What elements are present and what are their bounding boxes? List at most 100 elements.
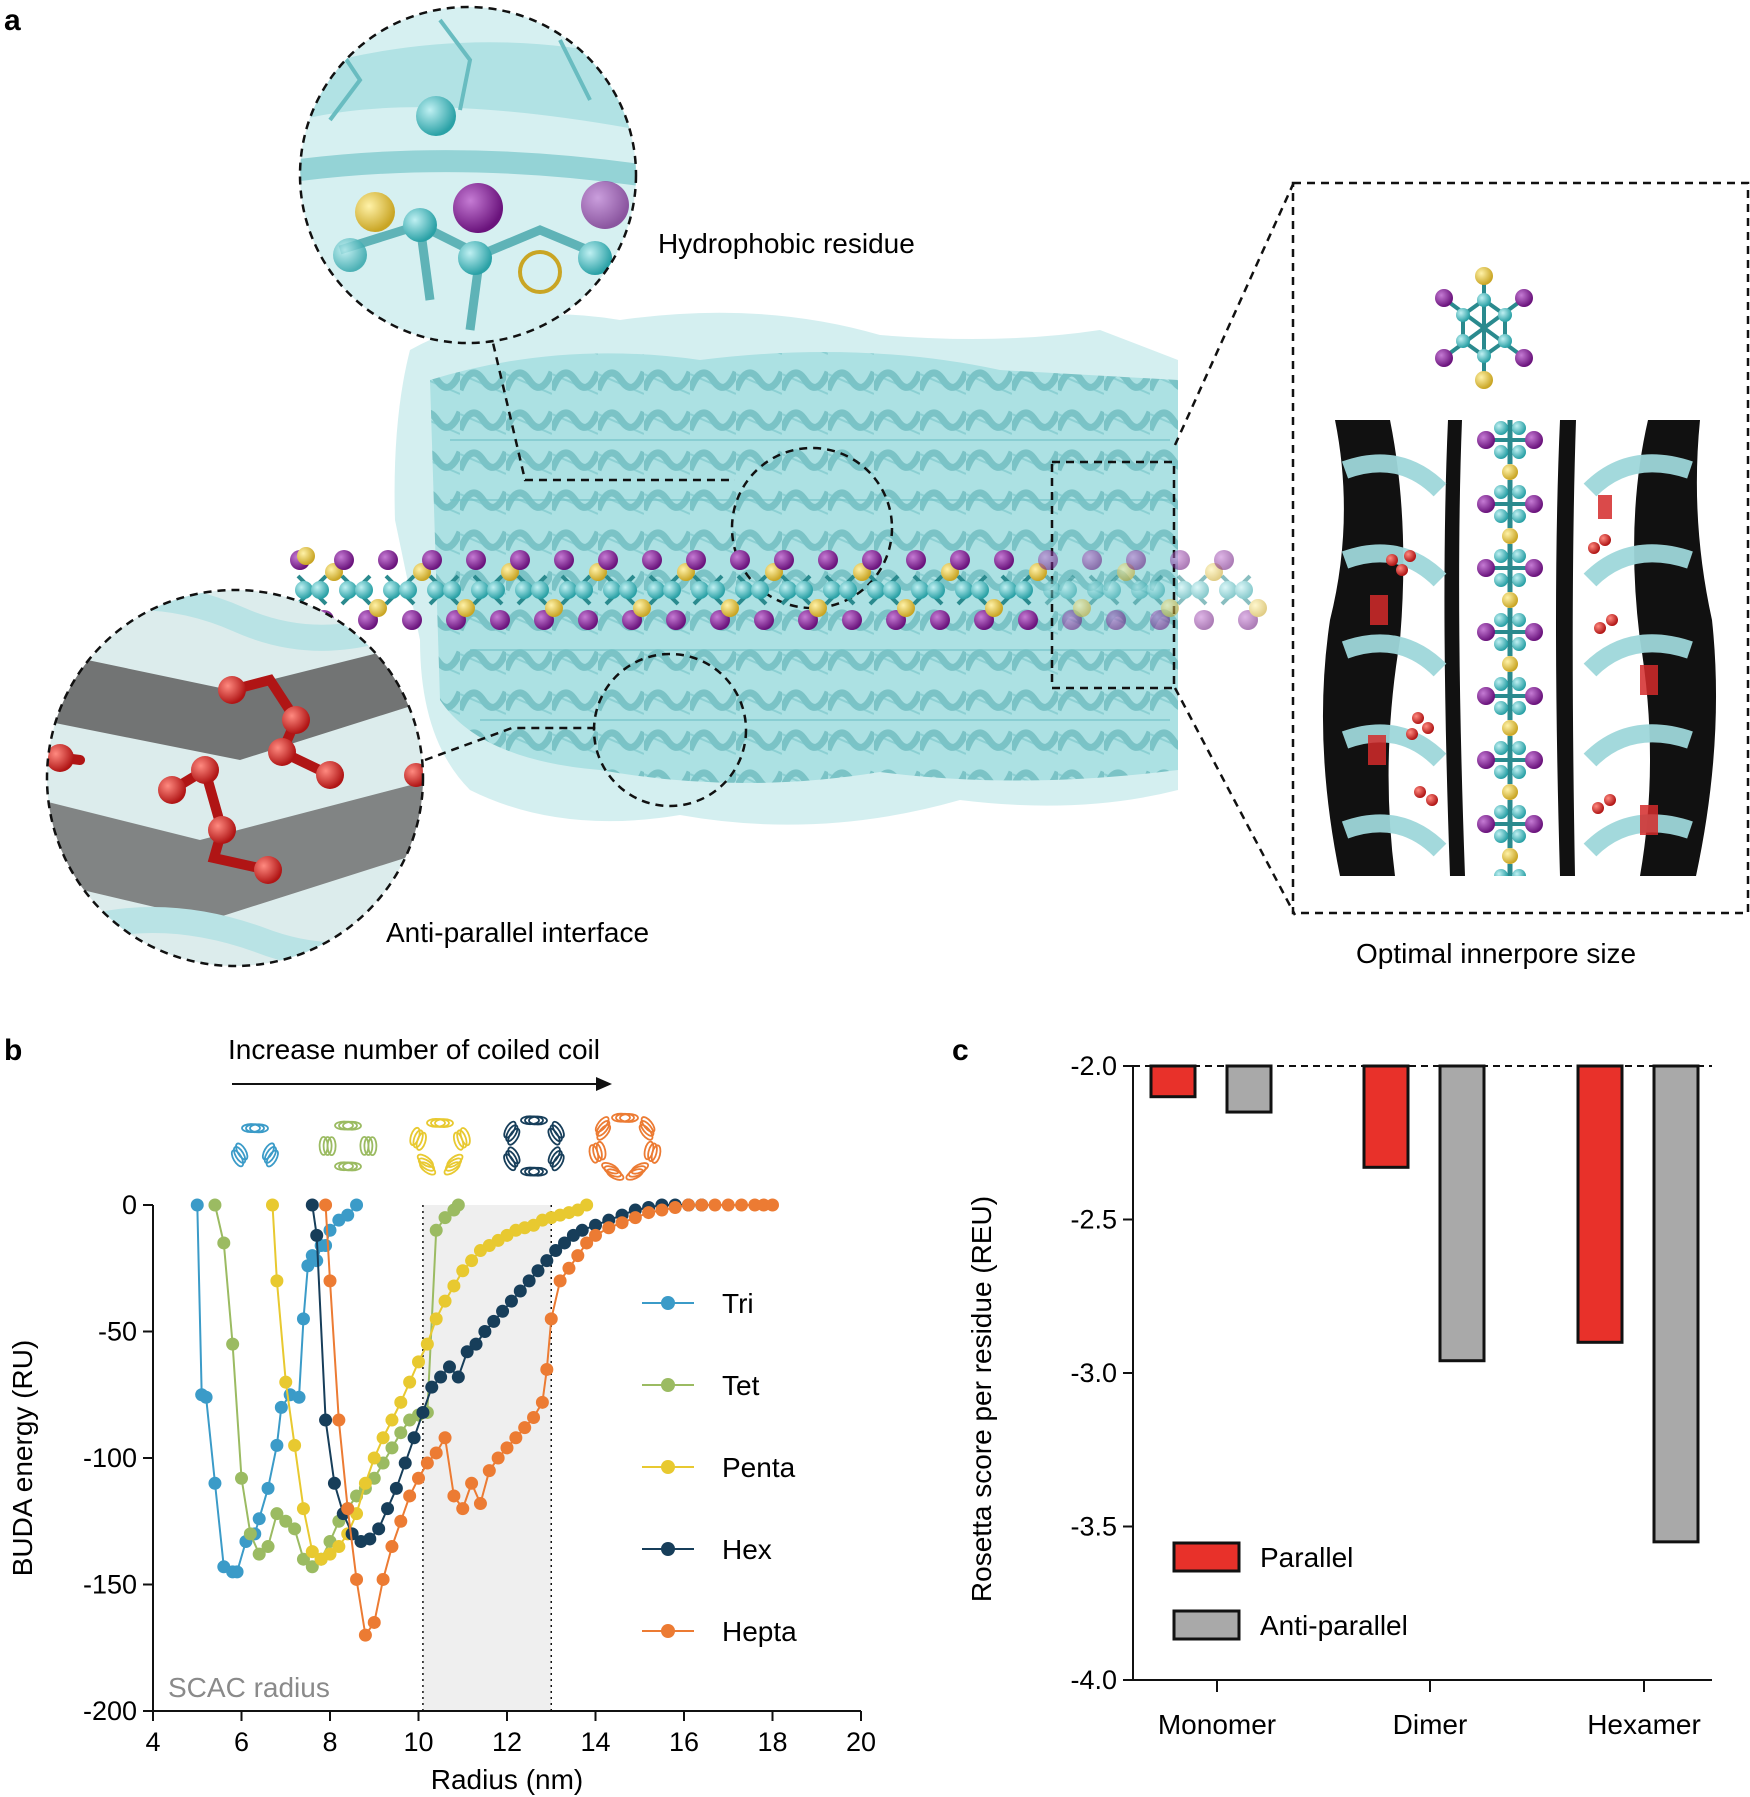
data-point <box>429 1446 443 1460</box>
data-point <box>447 1279 461 1293</box>
panel-c-label: c <box>952 1034 969 1067</box>
data-point <box>721 1198 735 1212</box>
oligomer-icons <box>230 1112 662 1181</box>
callout-box-pore <box>1050 460 1176 690</box>
data-point <box>447 1489 461 1503</box>
bar <box>1149 1064 1197 1099</box>
y-tick-label: -150 <box>83 1570 137 1600</box>
data-point <box>420 1337 434 1351</box>
cluster-unit <box>378 550 431 630</box>
cluster-unit <box>334 550 387 630</box>
data-point <box>235 1471 248 1485</box>
data-point <box>681 1198 695 1212</box>
data-point <box>319 1413 333 1427</box>
zoom-hydrophobic: Hydrophobic residue <box>298 5 915 345</box>
callout-antiparallel-label: Anti-parallel interface <box>386 917 649 948</box>
series-parallel <box>1149 1064 1624 1344</box>
data-point <box>208 1476 222 1490</box>
cluster-unit <box>1126 550 1179 630</box>
data-point <box>310 1254 324 1268</box>
pore-cluster-unit <box>1477 608 1543 672</box>
increase-arrow <box>232 1077 612 1091</box>
cluster-unit <box>466 550 519 630</box>
callout-hydrophobic-label: Hydrophobic residue <box>658 228 915 259</box>
data-point <box>438 1294 452 1308</box>
data-point <box>491 1451 505 1465</box>
data-point <box>522 1274 536 1288</box>
data-point <box>425 1380 439 1394</box>
x-tick-label: Dimer <box>1393 1709 1468 1740</box>
data-point <box>460 1345 474 1359</box>
data-point <box>385 1540 399 1554</box>
data-point <box>602 1221 616 1235</box>
data-point <box>332 1413 346 1427</box>
y-tick-label: -2.5 <box>1070 1205 1117 1235</box>
legend-item-penta: Penta <box>642 1452 796 1483</box>
bar <box>1576 1064 1624 1344</box>
data-point <box>279 1375 293 1389</box>
panel-b-label: b <box>4 1034 22 1067</box>
data-point <box>208 1198 222 1212</box>
data-point <box>319 1198 333 1212</box>
data-point <box>226 1337 240 1351</box>
series-anti-parallel <box>1225 1064 1700 1544</box>
data-point <box>575 1223 589 1237</box>
cluster-top-view <box>1435 267 1533 389</box>
pore-cluster-unit <box>1477 544 1543 608</box>
callout-circle-upper <box>730 446 894 610</box>
data-point <box>615 1216 629 1230</box>
data-point <box>310 1228 324 1242</box>
callout-leaders <box>424 179 1297 916</box>
data-point <box>288 1438 302 1452</box>
data-point <box>296 1552 310 1566</box>
data-point <box>473 1497 487 1511</box>
hepta-icon <box>588 1112 662 1181</box>
data-point <box>323 1547 337 1561</box>
data-point <box>279 1514 293 1528</box>
scac-shaded-region <box>422 1205 552 1711</box>
data-point <box>589 1228 602 1242</box>
chart-b: SCAC radius 4 6 8 10 12 14 16 18 20 0 -50 -100 -150 -… <box>7 1190 876 1795</box>
legend-item-tet: Tet <box>642 1370 760 1401</box>
data-point <box>252 1547 266 1561</box>
data-point <box>496 1304 510 1318</box>
data-point <box>527 1411 541 1425</box>
pore-cluster-unit <box>1477 420 1543 480</box>
bar <box>1362 1064 1410 1169</box>
cluster-unit <box>1038 550 1091 630</box>
hex-icon <box>503 1115 565 1177</box>
y-tick-label: -200 <box>83 1696 137 1726</box>
data-point <box>518 1421 532 1435</box>
data-point <box>230 1565 244 1579</box>
data-point <box>482 1464 496 1478</box>
legend-label: Parallel <box>1260 1542 1353 1573</box>
data-point <box>500 1441 514 1455</box>
data-point <box>540 1254 554 1268</box>
data-point <box>376 1572 390 1586</box>
tet-icon <box>318 1120 378 1172</box>
data-point <box>363 1532 377 1546</box>
legend-marker <box>661 1296 675 1310</box>
callout-circle-lower <box>592 652 748 808</box>
legend-item-hex: Hex <box>642 1534 772 1565</box>
data-point <box>305 1198 319 1212</box>
data-point <box>394 1426 408 1440</box>
data-point <box>429 1312 443 1326</box>
data-point <box>305 1545 319 1559</box>
cluster-unit <box>1214 550 1267 630</box>
data-point <box>327 1476 341 1490</box>
data-point <box>288 1522 302 1536</box>
data-point <box>642 1206 656 1220</box>
data-point <box>469 1337 483 1351</box>
y-tick-label: -3.5 <box>1070 1512 1117 1542</box>
data-point <box>535 1395 549 1409</box>
y-tick-label: -3.0 <box>1070 1358 1117 1388</box>
x-tick-label: 20 <box>846 1727 876 1757</box>
data-point <box>438 1431 452 1445</box>
x-tick-label: 10 <box>403 1727 433 1757</box>
data-point <box>292 1390 306 1404</box>
x-tick-label: 14 <box>580 1727 610 1757</box>
data-point <box>261 1540 275 1554</box>
